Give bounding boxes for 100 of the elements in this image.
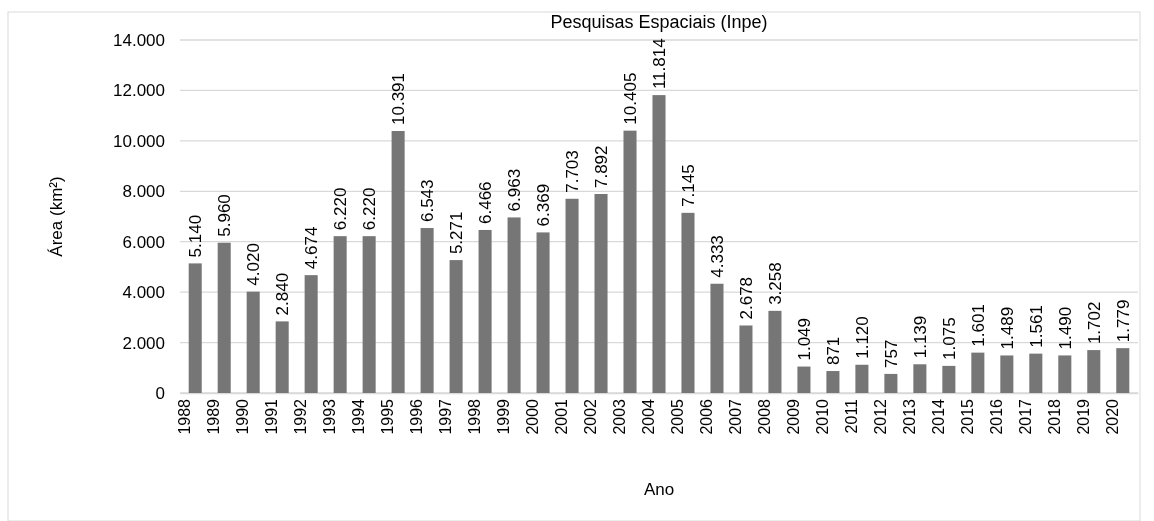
x-tick-label: 2008 xyxy=(755,398,773,435)
x-tick-label: 1995 xyxy=(379,398,397,435)
x-tick-label: 2005 xyxy=(668,398,686,435)
x-tick-label: 1999 xyxy=(495,398,513,435)
x-tick-label: 1990 xyxy=(234,398,252,435)
data-label: 11.814 xyxy=(650,38,669,90)
data-label: 5.271 xyxy=(447,211,467,255)
x-tick-label: 2020 xyxy=(1103,398,1121,435)
bar xyxy=(478,229,492,393)
bar xyxy=(188,263,202,393)
data-label: 4.333 xyxy=(707,235,727,278)
data-label: 3.258 xyxy=(765,262,785,305)
x-tick-label: 2003 xyxy=(611,398,629,435)
bar xyxy=(1116,348,1130,393)
x-tick-label: 2016 xyxy=(987,398,1005,435)
bar xyxy=(1029,353,1043,393)
data-label: 1.139 xyxy=(910,315,930,359)
data-label: 5.960 xyxy=(215,194,235,237)
bar xyxy=(507,217,521,393)
x-tick-label: 1989 xyxy=(205,398,223,435)
x-tick-label: 2000 xyxy=(524,398,542,435)
data-label: 6.220 xyxy=(360,187,380,231)
y-tick-label: 6.000 xyxy=(122,232,165,252)
data-label: 6.466 xyxy=(476,181,496,224)
data-label: 871 xyxy=(823,336,843,366)
x-axis-title: Ano xyxy=(643,480,675,499)
x-tick-label: 2007 xyxy=(726,398,744,435)
x-tick-label: 2014 xyxy=(929,398,947,435)
x-tick-label: 1988 xyxy=(176,398,194,435)
data-label: 7.145 xyxy=(678,164,698,207)
data-label: 6.543 xyxy=(418,179,438,223)
data-label: 10.391 xyxy=(389,73,409,125)
bar xyxy=(217,242,231,393)
x-tick-label: 2001 xyxy=(553,398,571,435)
data-label: 4.020 xyxy=(244,243,264,286)
y-tick-label: 8.000 xyxy=(122,182,165,202)
bar xyxy=(855,364,869,393)
data-label: 6.963 xyxy=(505,168,525,212)
data-label: 1.561 xyxy=(1026,305,1046,348)
bar xyxy=(536,232,550,393)
bar xyxy=(1087,350,1101,393)
data-label: 1.779 xyxy=(1113,299,1133,343)
data-label: 10.405 xyxy=(621,72,641,125)
bar xyxy=(246,291,260,393)
data-label: 6.369 xyxy=(534,183,554,227)
bar xyxy=(304,275,318,393)
x-tick-label: 1991 xyxy=(263,398,281,435)
x-tick-label: 2015 xyxy=(958,398,976,435)
y-tick-label: 12.000 xyxy=(113,81,165,101)
y-tick-label: 2.000 xyxy=(122,333,165,353)
x-tick-label: 2006 xyxy=(697,398,715,435)
x-tick-label: 1997 xyxy=(437,398,455,435)
bar xyxy=(362,236,376,393)
bar xyxy=(913,364,927,393)
bar xyxy=(449,260,463,393)
y-tick-label: 14.000 xyxy=(113,30,165,50)
data-label: 1.702 xyxy=(1084,301,1104,345)
y-tick-label: 0 xyxy=(155,383,165,403)
x-tick-label: 1993 xyxy=(321,398,339,435)
bar xyxy=(275,321,289,393)
data-label: 2.678 xyxy=(736,276,756,320)
chart-title: Pesquisas Espaciais (Inpe) xyxy=(550,12,768,32)
bar xyxy=(1000,355,1014,393)
bar xyxy=(420,228,434,393)
bar xyxy=(333,236,347,393)
bar xyxy=(797,366,811,393)
data-label: 7.892 xyxy=(592,145,612,189)
x-tick-label: 1998 xyxy=(466,398,484,435)
x-tick-label: 2009 xyxy=(784,398,802,435)
data-label: 7.703 xyxy=(563,150,583,193)
bar xyxy=(826,371,840,393)
data-label: 4.674 xyxy=(302,226,322,270)
data-label: 1.075 xyxy=(939,317,959,360)
data-label: 6.220 xyxy=(331,187,351,231)
y-axis-title: Área (km²) xyxy=(47,176,66,257)
data-label: 1.489 xyxy=(997,306,1017,350)
bar xyxy=(710,283,724,393)
x-tick-label: 1992 xyxy=(292,398,310,435)
x-tick-label: 2004 xyxy=(640,398,657,435)
data-label: 1.490 xyxy=(1055,306,1075,350)
data-label: 1.120 xyxy=(852,316,872,359)
x-tick-label: 2011 xyxy=(842,398,860,434)
bar xyxy=(652,95,666,393)
y-tick-label: 4.000 xyxy=(122,283,165,303)
data-label: 1.601 xyxy=(968,304,988,347)
bar xyxy=(942,365,956,393)
x-tick-label: 2013 xyxy=(900,398,918,435)
data-label: 2.840 xyxy=(273,272,293,316)
bar xyxy=(739,325,753,393)
x-tick-label: 2017 xyxy=(1016,398,1034,435)
bar xyxy=(681,212,695,393)
data-label: 5.140 xyxy=(186,214,206,258)
bar xyxy=(623,130,637,393)
bar xyxy=(884,373,898,393)
x-tick-label: 2002 xyxy=(582,398,600,435)
x-tick-label: 2012 xyxy=(871,398,889,435)
bar xyxy=(971,352,985,393)
x-tick-label: 1994 xyxy=(350,398,368,435)
y-tick-label: 10.000 xyxy=(113,131,165,151)
bar xyxy=(594,194,608,393)
